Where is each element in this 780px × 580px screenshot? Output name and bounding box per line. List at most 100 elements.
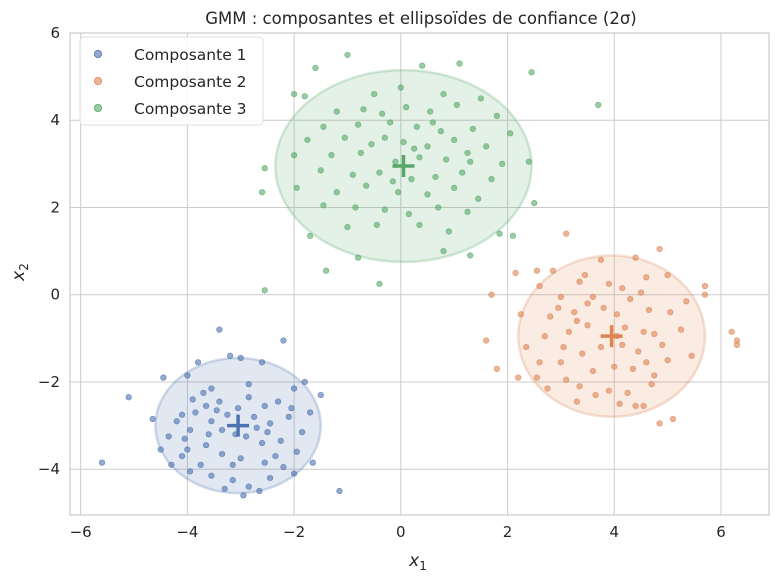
scatter-point [493,365,500,372]
scatter-point [357,149,364,157]
scatter-point [237,455,244,462]
scatter-point [629,365,637,372]
scatter-point [218,450,226,458]
scatter-point [493,112,500,119]
scatter-point [424,143,431,150]
scatter-point [432,173,439,181]
scatter-point [280,337,287,344]
scatter-point [258,359,266,366]
scatter-point [664,271,671,279]
scatter-point [435,204,442,211]
scatter-point [597,343,605,351]
scatter-point [165,433,172,440]
scatter-point [355,121,362,128]
scatter-point [547,313,554,320]
plot-frame [69,32,770,516]
scatter-point [571,309,578,316]
scatter-point [651,330,658,338]
scatter-point [264,429,271,436]
scatter-point [245,381,252,388]
scatter-point [245,483,252,490]
scatter-point [413,123,420,130]
x-axis-label-main: x [408,551,420,571]
scatter-point [584,300,591,307]
scatter-point [349,171,356,178]
x-tick-label: −6 [70,523,92,541]
scatter-point [272,453,279,460]
scatter-point [224,411,231,418]
scatter-point [464,149,471,157]
scatter-point [456,60,463,67]
scatter-point [291,385,298,392]
scatter-point [293,448,300,455]
scatter-point [424,191,431,198]
scatter-point [573,398,581,405]
legend-box [79,36,264,126]
scatter-point [168,461,175,468]
scatter-point [355,254,362,261]
scatter-point [640,402,647,410]
scatter-point [488,176,495,183]
scatter-point [317,167,324,174]
y-axis-label: x2 [9,263,31,282]
scatter-point [181,435,188,442]
scatter-point [605,387,613,394]
scatter-point [635,348,642,355]
scatter-point [245,394,252,401]
scatter-point [344,224,351,231]
scatter-point [291,90,298,98]
scatter-point [160,374,167,381]
scatter-point [381,206,388,213]
scatter-point [208,472,215,479]
scatter-point [189,396,196,403]
scatter-point [261,459,268,466]
centers [227,155,623,437]
scatter-point [619,341,626,348]
scatter-point [285,413,292,420]
scatter-point [533,267,540,274]
scatter-point [469,125,476,133]
scatter-point [659,341,666,348]
scatter-point [555,304,562,311]
scatter-point [173,418,180,425]
y-tick-label: 6 [50,24,60,42]
scatter-point [549,267,556,274]
scatter-point [488,291,495,298]
scatter-point [336,487,343,495]
scatter-point [371,90,378,98]
y-tick-label: 4 [50,111,60,129]
scatter-point [589,293,597,301]
scatter-point [197,461,204,468]
scatter-point [597,256,605,263]
scatter-point [459,169,466,176]
scatter-point [125,394,132,401]
legend-label: Composante 1 [134,46,247,64]
scatter-point [483,337,490,344]
scatter-point [437,128,444,135]
scatter-point [178,411,186,418]
scatter-point [427,108,434,115]
scatter-point [677,326,685,333]
scatter-point [312,64,319,71]
chart-title: GMM : composantes et ellipsoïdes de conf… [205,9,636,28]
y-tick-label: 2 [50,198,60,216]
scatter-point [352,204,359,211]
scatter-point [293,184,300,191]
scatter-point [688,352,695,359]
scatter-point [683,298,690,305]
scatter-point [280,463,287,471]
scatter-point [242,433,250,440]
scatter-point [411,145,418,152]
scatter-point [266,420,274,427]
scatter-point [333,189,340,196]
scatter-point [627,295,634,303]
scatter-point [194,359,202,366]
scatter-point [640,328,647,335]
scatter-point [208,418,215,425]
scatter-point [531,200,538,207]
scatter-point [515,374,522,381]
y-tick-label: −2 [38,373,60,391]
scatter-point [643,359,650,366]
scatter-point [563,230,570,237]
scatter-point [728,328,735,335]
